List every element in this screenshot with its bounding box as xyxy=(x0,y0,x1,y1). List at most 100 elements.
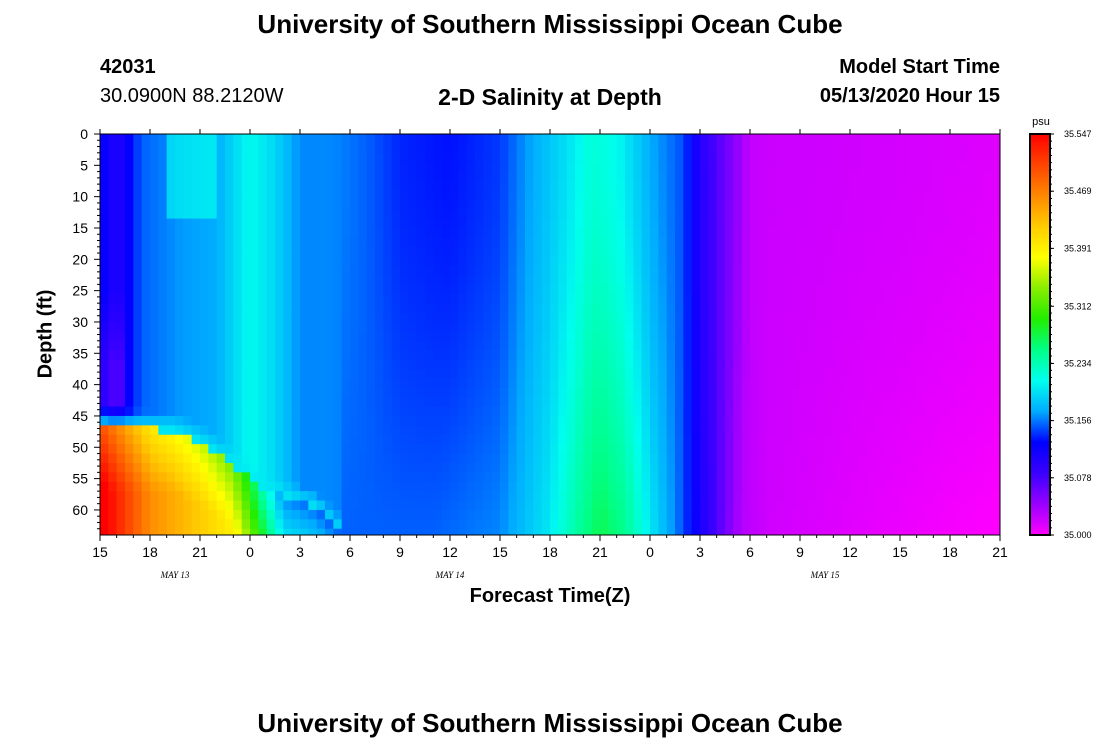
heatmap-cell xyxy=(691,209,701,220)
heatmap-cell xyxy=(483,190,493,201)
heatmap-cell xyxy=(591,444,601,455)
heatmap-cell xyxy=(358,481,368,492)
heatmap-cell xyxy=(450,227,459,238)
heatmap-cell xyxy=(325,199,334,210)
heatmap-cell xyxy=(450,491,459,502)
heatmap-cell xyxy=(875,368,884,379)
heatmap-cell xyxy=(508,331,518,342)
heatmap-cell xyxy=(616,359,626,370)
heatmap-cell xyxy=(100,491,109,502)
heatmap-cell xyxy=(416,152,426,163)
heatmap-cells xyxy=(100,134,1000,535)
heatmap-cell xyxy=(558,180,568,191)
heatmap-cell xyxy=(983,500,993,511)
heatmap-cell xyxy=(950,491,959,502)
heatmap-cell xyxy=(133,331,143,342)
heatmap-cell xyxy=(491,340,501,351)
heatmap-cell xyxy=(908,227,918,238)
heatmap-cell xyxy=(866,246,876,257)
heatmap-cell xyxy=(141,331,151,342)
heatmap-cell xyxy=(200,218,209,229)
heatmap-cell xyxy=(200,180,209,191)
heatmap-cell xyxy=(958,500,968,511)
heatmap-cell xyxy=(333,134,343,144)
heatmap-cell xyxy=(833,453,843,464)
heatmap-cell xyxy=(675,528,684,535)
heatmap-cell xyxy=(758,415,768,426)
heatmap-cell xyxy=(366,509,376,520)
heatmap-cell xyxy=(375,331,384,342)
heatmap-cell xyxy=(225,209,234,220)
heatmap-cell xyxy=(466,378,476,389)
heatmap-cell xyxy=(816,350,826,361)
heatmap-cell xyxy=(466,274,476,285)
heatmap-cell xyxy=(766,134,776,144)
heatmap-cell xyxy=(433,406,443,417)
heatmap-cell xyxy=(291,284,301,295)
heatmap-cell xyxy=(391,312,401,323)
heatmap-cell xyxy=(941,509,951,520)
heatmap-cell xyxy=(633,509,643,520)
heatmap-cell xyxy=(841,491,851,502)
heatmap-cell xyxy=(383,368,393,379)
heatmap-cell xyxy=(550,180,559,191)
heatmap-cell xyxy=(825,218,834,229)
heatmap-cell xyxy=(691,528,701,535)
heatmap-cell xyxy=(941,331,951,342)
heatmap-cell xyxy=(833,171,843,182)
heatmap-cell xyxy=(116,199,126,210)
heatmap-cell xyxy=(375,444,384,455)
heatmap-cell xyxy=(191,415,201,426)
heatmap-cell xyxy=(758,378,768,389)
heatmap-cell xyxy=(425,500,434,511)
heatmap-cell xyxy=(475,481,484,492)
heatmap-cell xyxy=(566,350,576,361)
heatmap-cell xyxy=(766,481,776,492)
heatmap-cell xyxy=(733,481,743,492)
heatmap-cell xyxy=(641,293,651,304)
heatmap-cell xyxy=(400,199,409,210)
heatmap-cell xyxy=(225,528,234,535)
heatmap-cell xyxy=(208,481,218,492)
heatmap-cell xyxy=(225,425,234,436)
heatmap-cell xyxy=(241,171,251,182)
heatmap-cell xyxy=(525,331,534,342)
heatmap-cell xyxy=(225,256,234,267)
heatmap-cell xyxy=(483,303,493,314)
heatmap-cell xyxy=(333,303,343,314)
heatmap-cell xyxy=(733,218,743,229)
heatmap-cell xyxy=(983,340,993,351)
heatmap-cell xyxy=(191,397,201,408)
heatmap-cell xyxy=(150,227,159,238)
heatmap-cell xyxy=(800,415,809,426)
heatmap-cell xyxy=(666,218,676,229)
heatmap-cell xyxy=(825,284,834,295)
heatmap-cell xyxy=(591,246,601,257)
heatmap-cell xyxy=(500,387,509,398)
heatmap-cell xyxy=(975,397,984,408)
heatmap-cell xyxy=(416,340,426,351)
heatmap-cell xyxy=(716,453,726,464)
heatmap-cell xyxy=(400,378,409,389)
heatmap-cell xyxy=(291,462,301,473)
heatmap-cell xyxy=(358,331,368,342)
heatmap-cell xyxy=(191,256,201,267)
heatmap-cell xyxy=(558,152,568,163)
heatmap-cell xyxy=(441,209,451,220)
heatmap-cell xyxy=(125,462,134,473)
heatmap-cell xyxy=(325,312,334,323)
heatmap-cell xyxy=(991,481,1000,492)
heatmap-cell xyxy=(900,472,909,483)
heatmap-cell xyxy=(333,500,343,511)
heatmap-cell xyxy=(616,434,626,445)
heatmap-cell xyxy=(750,237,759,248)
heatmap-cell xyxy=(875,274,884,285)
heatmap-cell xyxy=(433,472,443,483)
heatmap-cell xyxy=(675,180,684,191)
heatmap-cell xyxy=(541,134,551,144)
heatmap-cell xyxy=(400,162,409,173)
heatmap-cell xyxy=(400,246,409,257)
heatmap-cell xyxy=(366,425,376,436)
heatmap-cell xyxy=(358,491,368,502)
heatmap-cell xyxy=(433,227,443,238)
